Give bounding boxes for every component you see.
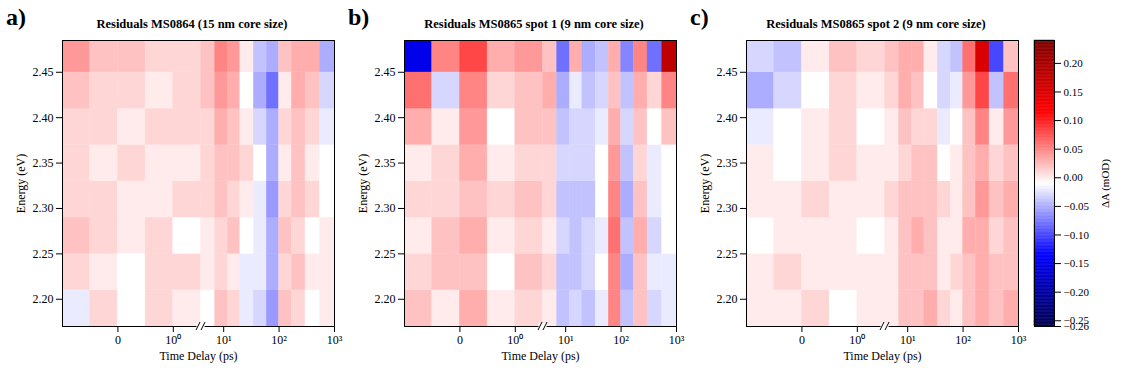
svg-text:2.30: 2.30 [717, 201, 738, 215]
svg-text:2.25: 2.25 [375, 247, 396, 261]
svg-text:Time Delay (ps): Time Delay (ps) [501, 349, 579, 363]
svg-text:10⁰: 10⁰ [849, 333, 865, 347]
svg-text:2.20: 2.20 [33, 292, 54, 306]
svg-text:10¹: 10¹ [558, 333, 574, 347]
svg-text:2.35: 2.35 [33, 156, 54, 170]
svg-text:Energy (eV): Energy (eV) [14, 154, 28, 213]
html-text:Residuals MS0865 spot 2 (9 nm: Residuals MS0865 spot 2 (9 nm core size) [766, 17, 986, 31]
svg-text:2.40: 2.40 [33, 111, 54, 125]
svg-text:10²: 10² [613, 333, 629, 347]
svg-text:10²: 10² [271, 333, 287, 347]
svg-text:2.45: 2.45 [717, 65, 738, 79]
svg-text:10²: 10² [955, 333, 971, 347]
svg-text:Energy (eV): Energy (eV) [698, 154, 712, 213]
html-text:Residuals MS0865 spot 1 (9 nm: Residuals MS0865 spot 1 (9 nm core size) [424, 17, 644, 31]
svg-text:10³: 10³ [669, 333, 685, 347]
svg-text:0.15: 0.15 [1064, 86, 1084, 98]
svg-text:2.35: 2.35 [717, 156, 738, 170]
svg-text:−0.20: −0.20 [1064, 286, 1090, 298]
svg-text:0.00: 0.00 [1064, 171, 1084, 183]
svg-text:2.30: 2.30 [33, 201, 54, 215]
svg-text:−0.10: −0.10 [1064, 229, 1090, 241]
svg-text:10⁰: 10⁰ [507, 333, 523, 347]
svg-text:Time Delay (ps): Time Delay (ps) [159, 349, 237, 363]
svg-text:0: 0 [799, 333, 805, 347]
svg-text:2.30: 2.30 [375, 201, 396, 215]
svg-text:10⁰: 10⁰ [165, 333, 181, 347]
html-text:Residuals MS0864 (15 nm core s: Residuals MS0864 (15 nm core size) [96, 17, 288, 31]
svg-text:0.05: 0.05 [1064, 143, 1084, 155]
svg-text:2.45: 2.45 [375, 65, 396, 79]
html-text:c): c) [690, 4, 709, 30]
svg-text:10³: 10³ [327, 333, 343, 347]
html-text:b): b) [348, 4, 370, 30]
svg-text:10¹: 10¹ [216, 333, 232, 347]
svg-text:2.20: 2.20 [717, 292, 738, 306]
svg-text:0.10: 0.10 [1064, 114, 1084, 126]
svg-text:Time Delay (ps): Time Delay (ps) [843, 349, 921, 363]
svg-text:2.40: 2.40 [717, 111, 738, 125]
svg-text:2.20: 2.20 [375, 292, 396, 306]
svg-text:0: 0 [115, 333, 121, 347]
html-text:a): a) [6, 4, 26, 30]
svg-text:0.20: 0.20 [1064, 57, 1084, 69]
svg-text:2.35: 2.35 [375, 156, 396, 170]
svg-text:0: 0 [457, 333, 463, 347]
svg-text:10³: 10³ [1011, 333, 1027, 347]
svg-text:2.40: 2.40 [375, 111, 396, 125]
svg-text:−0.26: −0.26 [1064, 320, 1090, 332]
svg-text:−0.05: −0.05 [1064, 200, 1090, 212]
svg-text:10¹: 10¹ [900, 333, 916, 347]
svg-text:Energy (eV): Energy (eV) [356, 154, 370, 213]
svg-text:2.45: 2.45 [33, 65, 54, 79]
svg-text:2.25: 2.25 [33, 247, 54, 261]
svg-text:2.25: 2.25 [717, 247, 738, 261]
svg-text:ΔA (mOD): ΔA (mOD) [1099, 159, 1112, 208]
svg-text:−0.15: −0.15 [1064, 257, 1090, 269]
